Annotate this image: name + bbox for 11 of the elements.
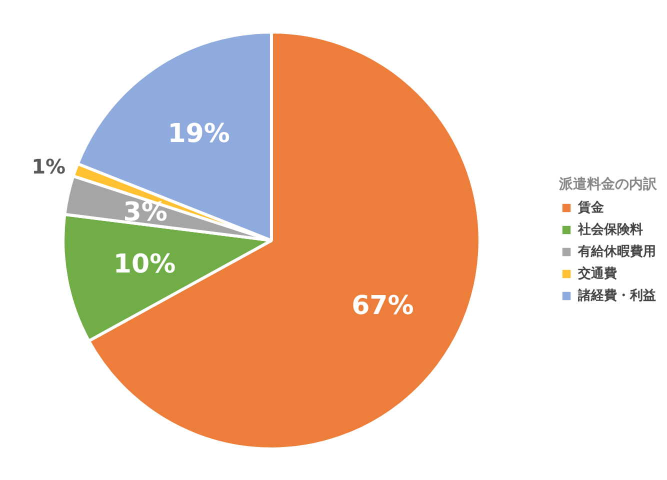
legend-label: 社会保険料 <box>578 222 643 238</box>
legend-label: 賃金 <box>578 200 604 216</box>
data-label: 3% <box>123 197 168 228</box>
legend-label: 有給休暇費用 <box>578 244 656 260</box>
legend-title: 派遣料金の内訳 <box>559 176 657 194</box>
data-label: 10% <box>113 250 176 280</box>
legend-label: 交通費 <box>578 265 617 282</box>
data-label: 1% <box>32 154 66 179</box>
data-label: 19% <box>168 118 230 149</box>
data-label: 67% <box>352 291 414 322</box>
legend-label: 諸経費・利益 <box>578 288 656 304</box>
